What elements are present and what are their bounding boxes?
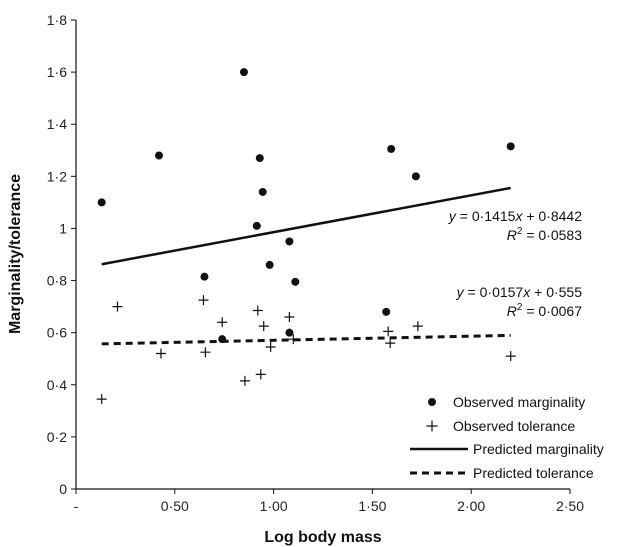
tolerance-point	[288, 334, 299, 345]
marginality-point	[291, 277, 300, 286]
marginality-point	[506, 142, 515, 151]
y-tick-label: 1·6	[47, 64, 67, 80]
y-tick-label: 0·4	[47, 377, 67, 393]
svg-text:Observed marginality: Observed marginality	[453, 394, 585, 410]
svg-text:y = 0·0157x + 0·555: y = 0·0157x + 0·555	[456, 284, 583, 300]
tolerance-point	[505, 351, 516, 362]
x-tick-label: 1·00	[260, 498, 288, 514]
y-tick-label: 1·2	[47, 168, 67, 184]
tolerance-point	[258, 321, 269, 332]
y-tick-label: 1	[59, 220, 67, 236]
marginality-point	[252, 221, 261, 230]
svg-text:Predicted tolerance: Predicted tolerance	[473, 465, 594, 481]
legend-item-observed-marginality: Observed marginality	[428, 394, 585, 410]
legend: Observed marginality Observed tolerance …	[410, 394, 604, 481]
svg-text:Predicted marginality: Predicted marginality	[473, 441, 604, 457]
data-points	[96, 68, 516, 405]
tolerance-point	[412, 321, 423, 332]
marginality-point	[258, 187, 267, 196]
tolerance-point	[96, 394, 107, 405]
tolerance-point	[112, 301, 123, 312]
y-tick-label: 0	[59, 481, 67, 497]
marginality-point	[255, 154, 264, 163]
marginality-point	[154, 151, 163, 160]
y-axis-title: Marginality/tolerance	[7, 174, 24, 334]
tolerance-point	[217, 317, 228, 328]
marginality-point	[97, 198, 106, 207]
ticks: 0 0·2 0·4 0·6 0·8 1 1·2 1·4 1·6 1·8 - 0·50 1·00 1·50 2…	[47, 12, 584, 514]
marginality-point	[285, 237, 294, 246]
legend-item-observed-tolerance: Observed tolerance	[426, 418, 575, 434]
tolerance-point	[200, 347, 211, 358]
tolerance-point	[239, 375, 250, 386]
y-tick-label: 0·2	[47, 429, 67, 445]
y-tick-label: 0·6	[47, 325, 67, 341]
tolerance-point	[155, 348, 166, 359]
y-tick-label: 1·4	[47, 116, 67, 132]
y-tick-label: 1·8	[47, 12, 67, 28]
regression-lines	[101, 186, 511, 346]
marginality-point	[382, 307, 391, 316]
tolerance-point	[255, 369, 266, 380]
svg-text:Observed tolerance: Observed tolerance	[453, 418, 575, 434]
axes	[75, 20, 570, 490]
tolerance-point	[385, 338, 396, 349]
marginality-point	[387, 144, 396, 153]
tolerance-equation: y = 0·0157x + 0·555 R2 = 0·0067	[456, 284, 583, 319]
x-tick-label: 0·50	[161, 498, 189, 514]
marginality-point	[265, 260, 274, 269]
tolerance-point	[284, 312, 295, 323]
tolerance-point	[265, 341, 276, 352]
x-tick-label: -	[74, 498, 79, 514]
marginality-point	[285, 328, 294, 337]
svg-text:y = 0·1415x + 0·8442: y = 0·1415x + 0·8442	[448, 208, 582, 224]
y-tick-label: 0·8	[47, 273, 67, 289]
legend-item-predicted-tolerance: Predicted tolerance	[410, 465, 594, 481]
svg-text:R2 = 0·0067: R2 = 0·0067	[507, 302, 582, 319]
marginality-point	[218, 335, 227, 344]
legend-circle-marker	[428, 398, 436, 406]
marginality-equation: y = 0·1415x + 0·8442 R2 = 0·0583	[448, 208, 582, 243]
marginality-point	[239, 68, 248, 77]
tolerance-point	[198, 295, 209, 306]
legend-item-predicted-marginality: Predicted marginality	[410, 441, 604, 457]
marginality-point	[411, 172, 420, 181]
predicted-tolerance-line	[101, 333, 511, 346]
x-tick-label: 2·50	[556, 498, 584, 514]
x-tick-label: 1·50	[358, 498, 386, 514]
tolerance-point	[383, 326, 394, 337]
marginality-point	[200, 272, 209, 281]
predicted-marginality-line	[101, 186, 511, 266]
x-axis-title: Log body mass	[264, 529, 381, 546]
legend-plus-marker	[426, 420, 438, 432]
tolerance-point	[252, 305, 263, 316]
svg-text:R2 = 0·0583: R2 = 0·0583	[507, 226, 582, 243]
x-tick-label: 2·00	[457, 498, 485, 514]
